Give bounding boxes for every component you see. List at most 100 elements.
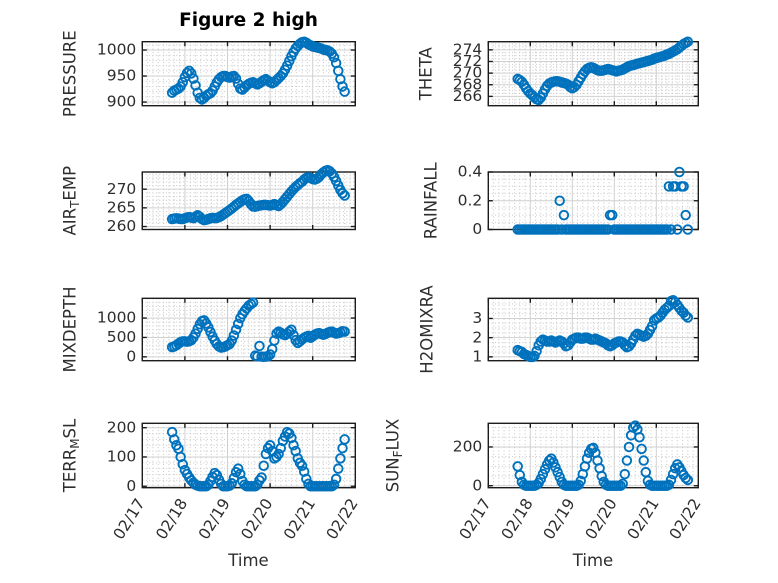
x-tick-label: 02/19 bbox=[540, 495, 579, 542]
data-point bbox=[188, 73, 199, 84]
y-tick-label: 266 bbox=[453, 87, 483, 105]
minor-grid bbox=[488, 41, 699, 106]
x-tick-label: 02/21 bbox=[624, 495, 663, 542]
y-tick-label: 0.4 bbox=[458, 163, 483, 181]
subplot-h2omixra: 123 H2OMIXRA bbox=[417, 285, 699, 374]
y-tick-label: 2 bbox=[472, 328, 482, 346]
data-point bbox=[190, 211, 201, 223]
data-point bbox=[680, 310, 691, 321]
data-point bbox=[177, 459, 189, 470]
minor-grid bbox=[488, 423, 699, 488]
data-point bbox=[682, 312, 694, 323]
data-point bbox=[337, 188, 348, 199]
data-point bbox=[333, 463, 344, 474]
data-point bbox=[615, 480, 626, 492]
data-point bbox=[682, 36, 694, 47]
scatter-series bbox=[512, 166, 694, 235]
axes-box bbox=[141, 41, 357, 107]
data-point bbox=[672, 224, 683, 235]
x-tick-label: 02/18 bbox=[498, 495, 537, 542]
data-point bbox=[682, 224, 694, 235]
data-point bbox=[617, 478, 628, 490]
major-grid bbox=[488, 172, 699, 230]
data-point bbox=[256, 472, 267, 483]
data-point bbox=[232, 318, 244, 330]
scatter-series bbox=[166, 297, 350, 363]
data-point bbox=[232, 463, 244, 474]
data-point bbox=[235, 468, 246, 480]
data-point bbox=[228, 70, 240, 82]
data-point bbox=[514, 469, 526, 481]
y-tick-label: 1 bbox=[472, 347, 482, 365]
data-point bbox=[247, 297, 259, 308]
y-tick-label: 200 bbox=[453, 438, 483, 456]
tick-marks bbox=[141, 172, 356, 230]
y-tick-label: 200 bbox=[107, 418, 137, 436]
y-tick-label: 500 bbox=[107, 328, 137, 346]
data-point bbox=[661, 224, 673, 235]
data-point bbox=[328, 52, 340, 63]
data-point bbox=[230, 73, 242, 84]
data-point bbox=[183, 65, 195, 77]
axes-box bbox=[487, 297, 699, 362]
data-point bbox=[228, 330, 240, 341]
x-tick-label: 02/22 bbox=[323, 495, 362, 542]
data-point bbox=[554, 471, 565, 483]
data-point bbox=[194, 92, 206, 104]
data-point bbox=[330, 473, 342, 485]
data-point bbox=[288, 440, 299, 451]
x-tick-label: 02/20 bbox=[582, 495, 621, 542]
data-point bbox=[328, 479, 340, 491]
y-tick-label: 274 bbox=[453, 40, 483, 58]
data-point bbox=[335, 453, 346, 464]
y-tick-label: 950 bbox=[107, 67, 137, 85]
minor-grid bbox=[142, 41, 356, 106]
data-point bbox=[245, 298, 257, 310]
data-point bbox=[552, 466, 563, 478]
axes-box bbox=[141, 171, 357, 231]
y-tick-label: 0 bbox=[126, 347, 136, 365]
data-point bbox=[269, 335, 280, 346]
x-tick-label: 02/17 bbox=[456, 495, 495, 542]
y-tick-label: 0.2 bbox=[458, 191, 483, 209]
data-point bbox=[254, 340, 265, 352]
data-point bbox=[619, 468, 631, 480]
axes-box bbox=[487, 422, 699, 489]
y-tick-label: 268 bbox=[453, 75, 483, 93]
scatter-series bbox=[166, 164, 350, 226]
subplot-rainfall: 0 0.2 0.4 RAINFALL bbox=[421, 161, 699, 239]
data-point bbox=[264, 349, 276, 360]
y-axis-label: PRESSURE bbox=[60, 30, 79, 117]
x-tick-label: 02/22 bbox=[666, 495, 705, 542]
x-tick-label: 02/20 bbox=[238, 495, 277, 542]
subplot-sun-flux: 0 200 SUNFLUX 02/17 02/18 02/19 02/20 02/21 02/2… bbox=[383, 419, 704, 543]
y-tick-label: 272 bbox=[453, 52, 483, 70]
xlabel-time-right: Time bbox=[572, 551, 614, 570]
data-point bbox=[339, 86, 350, 97]
data-point bbox=[288, 329, 299, 341]
y-tick-label: 0 bbox=[472, 476, 482, 494]
data-point bbox=[529, 350, 540, 362]
scatter-series bbox=[512, 420, 694, 492]
y-axis-label: MIXDEPTH bbox=[60, 287, 79, 373]
data-point bbox=[535, 473, 547, 485]
data-point bbox=[548, 457, 559, 468]
data-point bbox=[606, 209, 618, 221]
data-point bbox=[678, 181, 689, 192]
data-point bbox=[537, 468, 549, 480]
data-point bbox=[226, 478, 238, 489]
data-point bbox=[680, 209, 691, 221]
x-tick-label: 02/18 bbox=[152, 495, 191, 542]
data-point bbox=[550, 462, 561, 473]
y-tick-label: 270 bbox=[453, 64, 483, 82]
data-point bbox=[623, 441, 635, 453]
data-point bbox=[258, 460, 269, 471]
data-point bbox=[596, 470, 607, 482]
x-tick-label: 02/21 bbox=[280, 495, 319, 542]
y-tick-label: 0 bbox=[472, 220, 482, 238]
data-point bbox=[230, 324, 242, 335]
scatter-series bbox=[512, 36, 694, 106]
data-point bbox=[634, 432, 645, 443]
